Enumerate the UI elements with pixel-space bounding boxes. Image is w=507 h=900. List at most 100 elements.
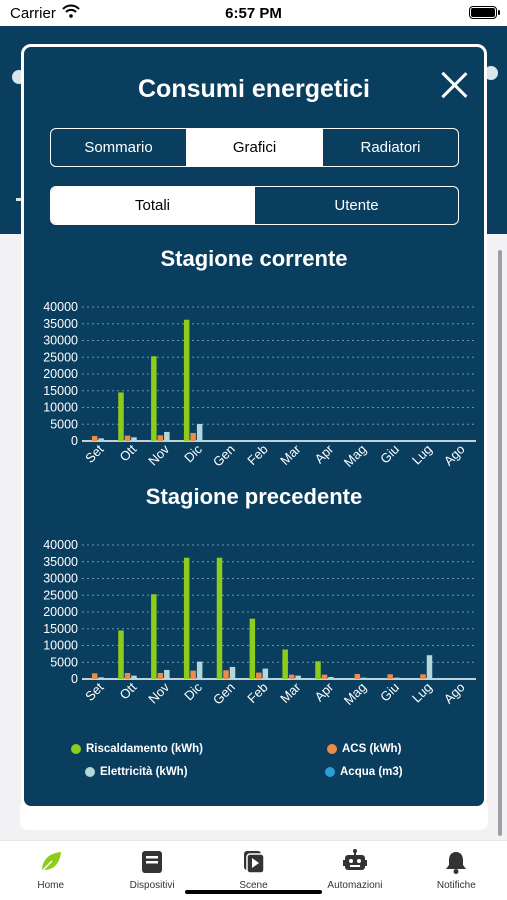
bar: [131, 675, 137, 679]
legend-label: Acqua (m3): [340, 766, 403, 778]
bar: [229, 666, 236, 679]
y-tick-label: 30000: [43, 572, 78, 586]
wifi-icon: [62, 4, 80, 18]
x-tick-label: Set: [82, 679, 107, 704]
x-tick-label: Dic: [181, 679, 205, 703]
bar: [183, 557, 190, 679]
bar: [124, 435, 131, 441]
bar: [282, 649, 288, 679]
bar: [387, 674, 393, 679]
bar: [118, 630, 124, 679]
y-tick-label: 20000: [43, 605, 78, 619]
legend-item: ACS (kWh): [327, 743, 401, 755]
y-tick-label: 0: [71, 434, 78, 448]
bell-icon: [446, 852, 467, 874]
legend-dot: [85, 767, 95, 777]
bar: [91, 673, 98, 679]
x-tick-label: Mag: [341, 442, 369, 470]
y-tick-label: 35000: [43, 555, 78, 569]
x-tick-label: Giu: [377, 442, 402, 467]
close-icon[interactable]: [440, 71, 468, 99]
legend-label: Riscaldamento (kWh): [86, 743, 203, 755]
bar: [256, 672, 262, 679]
sub-segmented-control: Totali Utente: [50, 186, 459, 225]
tab-label: Dispositivi: [129, 880, 175, 891]
y-tick-label: 15000: [43, 384, 78, 398]
x-tick-label: Ago: [441, 680, 468, 707]
y-tick-label: 5000: [50, 417, 78, 431]
x-tick-label: Nov: [145, 679, 172, 706]
tab-home[interactable]: Home: [0, 841, 101, 900]
bar: [315, 661, 321, 679]
y-tick-label: 25000: [43, 350, 78, 364]
tab-sommario[interactable]: Sommario: [51, 129, 187, 166]
bar: [295, 675, 301, 679]
tab-utente[interactable]: Utente: [334, 197, 379, 214]
devices-icon: [142, 851, 163, 873]
x-tick-label: Feb: [244, 442, 270, 468]
bar: [223, 670, 229, 679]
x-tick-label: Apr: [311, 441, 336, 466]
y-tick-label: 40000: [43, 538, 78, 552]
bar: [98, 677, 104, 679]
bar: [420, 674, 426, 679]
legend-item: Riscaldamento (kWh): [71, 743, 203, 755]
y-tick-label: 30000: [43, 334, 78, 348]
tab-label: Notifiche: [436, 880, 476, 891]
bar: [124, 672, 131, 679]
bar: [249, 618, 256, 679]
x-tick-label: Gen: [210, 442, 238, 470]
legend-item: Elettricità (kWh): [85, 766, 188, 778]
tab-notifiche[interactable]: Notifiche: [406, 841, 507, 900]
robot-icon: [342, 849, 367, 870]
home-indicator: [185, 890, 322, 894]
bar: [328, 676, 334, 679]
tab-dispositivi[interactable]: Dispositivi: [101, 841, 202, 900]
scene-icon: [243, 851, 265, 874]
x-tick-label: Mar: [277, 441, 304, 468]
legend-item: Acqua (m3): [325, 766, 403, 778]
bar: [196, 661, 203, 679]
x-tick-label: Ott: [117, 441, 140, 464]
x-tick-label: Gen: [210, 680, 238, 708]
energy-modal: Consumi energetici Sommario Grafici Radi…: [21, 44, 487, 809]
y-tick-label: 5000: [50, 655, 78, 669]
carrier-label: Carrier: [10, 5, 56, 22]
x-tick-label: Set: [82, 441, 107, 466]
legend-dot: [71, 744, 81, 754]
tab-scene[interactable]: Scene: [203, 841, 304, 900]
bar: [190, 670, 196, 679]
tab-radiatori[interactable]: Radiatori: [360, 139, 421, 156]
legend-label: ACS (kWh): [342, 743, 402, 755]
bar: [164, 431, 170, 441]
status-bar: Carrier 6:57 PM: [0, 0, 507, 26]
x-tick-label: Nov: [145, 441, 172, 468]
chart-current-season: 0 5000 10000 15000 20000 25000 30000 35000 40000…: [43, 300, 476, 470]
tab-totali[interactable]: Totali: [51, 187, 255, 224]
x-tick-label: Mag: [341, 680, 369, 708]
x-tick-label: Feb: [244, 680, 270, 706]
bar: [91, 435, 98, 441]
chart-previous-season: 0 5000 10000 15000 20000 25000 30000 35000 40000…: [43, 538, 476, 708]
modal-title: Consumi energetici: [138, 75, 370, 103]
bar: [151, 594, 157, 679]
bar: [157, 672, 164, 679]
background-mark: [16, 198, 24, 201]
clock: 6:57 PM: [225, 5, 282, 22]
x-tick-label: Dic: [181, 441, 205, 465]
x-tick-label: Lug: [409, 442, 435, 468]
scrollbar[interactable]: [498, 250, 502, 836]
bar: [190, 432, 196, 441]
tab-label: Scene: [239, 880, 268, 891]
battery-icon: [469, 6, 500, 19]
tab-grafici[interactable]: Grafici: [187, 129, 323, 166]
bar: [196, 423, 203, 441]
bar: [288, 674, 295, 679]
tab-automazioni[interactable]: Automazioni: [304, 841, 405, 900]
y-tick-label: 0: [71, 672, 78, 686]
y-tick-label: 25000: [43, 588, 78, 602]
legend-dot: [327, 744, 337, 754]
bar: [216, 557, 223, 679]
x-tick-label: Giu: [377, 680, 402, 705]
y-tick-label: 10000: [43, 401, 78, 415]
